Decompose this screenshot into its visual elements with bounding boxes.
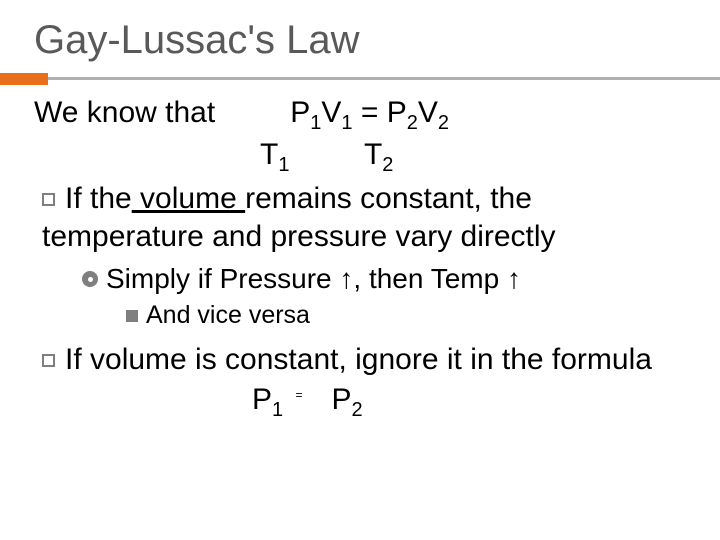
bullet1-text-a: If the	[65, 182, 132, 215]
f-eq: =	[291, 388, 306, 402]
eq-sub1b: 1	[341, 112, 352, 134]
eq-equals: =	[353, 96, 387, 129]
eq-p2: P	[387, 96, 407, 129]
f-p2: P	[332, 383, 352, 416]
target-bullet-icon	[82, 271, 98, 287]
bullet1-volume: volume	[132, 182, 245, 215]
eq-t2: T	[364, 138, 382, 171]
square-bullet-icon	[42, 193, 55, 206]
eq-t2-sub: 2	[382, 154, 393, 176]
eq-sub2b: 2	[438, 112, 449, 134]
eq-p1: P	[290, 96, 310, 129]
slide-body: We know that P1V1 = P2V2 T1 T2 If the vo…	[0, 80, 720, 423]
sub-bullet-2: And vice versa	[34, 300, 700, 331]
eq-t1-sub: 1	[278, 154, 289, 176]
bullet-2: If volume is constant, ignore it in the …	[34, 341, 700, 379]
square-bullet-icon	[42, 354, 55, 367]
sub-bullet-text: Simply if Pressure ↑, then Temp ↑	[106, 263, 521, 294]
sub2-bullet-text: And vice versa	[146, 301, 310, 329]
equation-line-top: We know that P1V1 = P2V2	[34, 94, 700, 136]
bullet2-text: If volume is constant, ignore it in the …	[65, 343, 652, 376]
formula-simplified: P1 = P2	[34, 381, 700, 423]
sub-bullet-1: Simply if Pressure ↑, then Temp ↑	[34, 261, 700, 296]
eq-sub1: 1	[310, 112, 321, 134]
solid-square-bullet-icon	[126, 310, 138, 322]
f-s2: 2	[352, 399, 363, 421]
divider-line	[0, 77, 720, 80]
intro-text: We know that	[34, 96, 215, 129]
equation-line-bottom: T1 T2	[34, 136, 700, 178]
eq-v1: V	[321, 96, 341, 129]
bullet-1: If the volume remains constant, the temp…	[34, 180, 700, 255]
f-p1: P	[252, 383, 272, 416]
eq-sub2: 2	[407, 112, 418, 134]
slide-title: Gay-Lussac's Law	[0, 0, 720, 73]
eq-t1: T	[260, 138, 278, 171]
accent-block	[0, 73, 48, 85]
eq-v2: V	[418, 96, 438, 129]
f-s1: 1	[272, 399, 283, 421]
